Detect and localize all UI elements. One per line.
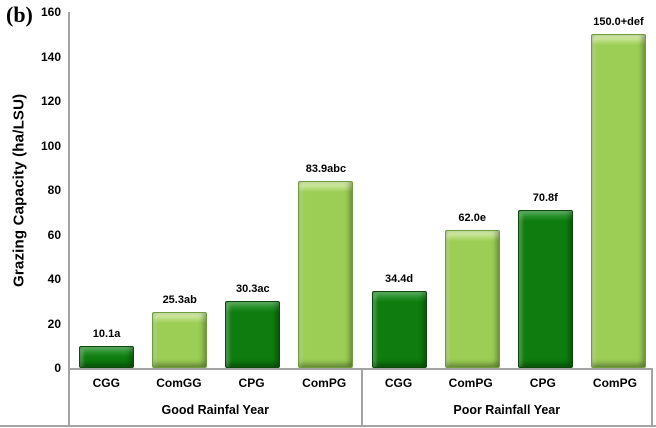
bar-data-label: 150.0+def [593,16,644,29]
bar-compg [444,230,500,368]
bar-data-label: 30.3ac [235,282,270,295]
y-tick-label: 60 [47,227,61,242]
category-label: CPG [529,375,556,390]
panel-label: (b) [6,2,33,27]
y-tick-label: 140 [40,49,61,64]
category-label: ComPG [448,375,493,390]
bar-data-label: 34.4d [384,273,414,286]
bar-data-label: 62.0e [458,212,486,225]
bar-compg [298,181,354,368]
x-group-1: CGG ComGG CPG ComPG Good Rainfal Year [70,370,361,425]
category-label: ComPG [592,375,637,390]
category-label: CPG [238,375,265,390]
group-label: Poor Rainfall Year [453,403,561,417]
bar-data-label: 83.9abc [305,163,347,176]
bar-compg [590,34,646,368]
x-group-2: CGG ComPG CPG ComPG Poor Rainfall Year [360,370,652,425]
y-tick-label: 120 [40,94,61,108]
bar-data-label: 25.3ab [162,293,197,306]
y-tick-label: 160 [40,5,61,19]
bar-cgg [371,291,427,368]
bar-cpg [517,210,573,368]
bar-comgg [152,311,208,368]
category-label-row: CGG ComPG CPG ComPG [363,370,652,395]
bar-cgg [79,345,135,368]
category-label: ComGG [156,375,202,390]
category-label: ComPG [302,375,347,390]
y-tick-label: 80 [47,183,61,197]
x-axis-outer-line [0,425,656,427]
category-label-row: CGG ComGG CPG ComPG [70,370,361,395]
bar-cpg [225,300,281,368]
category-label: CGG [384,375,413,390]
category-label: CGG [92,375,120,390]
y-tick-label: 0 [54,361,61,375]
x-axis-area: CGG ComGG CPG ComPG Good Rainfal Year CGG ComP… [68,368,653,425]
group-label: Good Rainfal Year [161,403,269,417]
plot-area: 10.1a 25.3ab 30.3ac 83.9abc 34.4d 62.0e 70.8f 1… [68,12,655,368]
y-tick-label: 40 [47,272,61,286]
bar-data-label: 10.1a [92,327,121,340]
y-tick-label: 100 [40,138,61,153]
bar-data-label: 70.8f [532,192,558,205]
y-tick-label: 20 [47,316,61,331]
y-axis-ticks: 160 140 120 100 80 60 40 20 0 [0,5,61,375]
